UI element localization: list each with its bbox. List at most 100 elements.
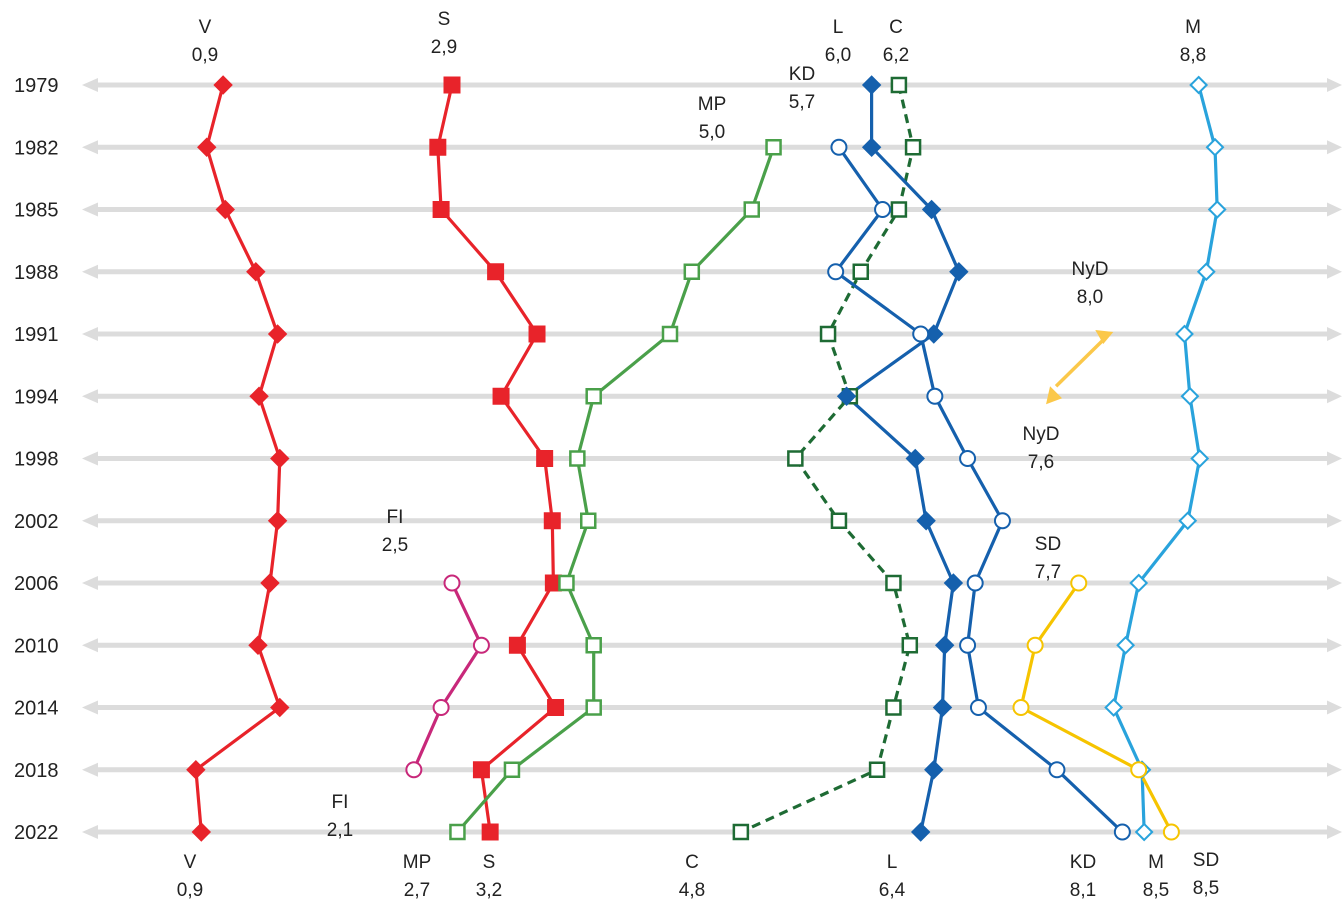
- data-point-c: [819, 325, 837, 343]
- data-point-c: [732, 823, 750, 841]
- label-bottom-c-name: C: [685, 852, 699, 873]
- data-point-l: [921, 199, 942, 220]
- gridline-arrow-right: [1327, 264, 1342, 279]
- data-point-kd: [912, 325, 930, 343]
- data-point-s: [508, 636, 526, 654]
- label-top-kd-name: KD: [789, 64, 815, 85]
- data-point-kd: [827, 263, 845, 281]
- label-bottom-l-value: 6,4: [879, 880, 906, 901]
- data-point-c: [868, 761, 886, 778]
- data-point-m: [1205, 137, 1225, 157]
- label-nyd-to-name: NyD: [1023, 424, 1060, 445]
- data-point-l: [932, 697, 953, 718]
- gridline-arrow-left: [82, 513, 98, 528]
- label-bottom-kd-value: 8,1: [1070, 880, 1096, 901]
- data-point-sd: [1012, 699, 1030, 716]
- data-point-s: [443, 76, 461, 94]
- data-point-s: [472, 761, 490, 779]
- data-point-m: [1129, 573, 1149, 593]
- data-point-m: [1104, 698, 1124, 717]
- data-point-kd: [830, 138, 848, 156]
- data-point-v: [249, 386, 269, 406]
- gridline-arrow-right: [1327, 513, 1342, 528]
- year-tick-label: 2014: [14, 698, 59, 720]
- series-line-kd: [834, 146, 1124, 834]
- data-point-m: [1134, 822, 1154, 842]
- data-point-m: [1180, 386, 1200, 406]
- gridline-arrow-left: [82, 700, 98, 715]
- data-point-mp: [661, 325, 679, 343]
- year-tick-label: 1988: [14, 262, 59, 284]
- data-point-l: [949, 262, 969, 282]
- label-top-mp-name: MP: [698, 94, 727, 115]
- data-point-mp: [558, 574, 575, 592]
- data-point-s: [487, 263, 505, 281]
- annotation-layer: NyD 8,0 NyD 7,6: [1023, 259, 1114, 473]
- label-top-fi-value: 2,5: [382, 535, 408, 556]
- gridline-arrow-right: [1327, 762, 1342, 777]
- year-tick-label: 1985: [14, 200, 59, 222]
- label-top-m-name: M: [1185, 17, 1201, 38]
- year-tick-label: 1979: [14, 75, 59, 97]
- gridlines: [82, 78, 1342, 839]
- gridline-arrow-right: [1327, 576, 1342, 590]
- data-point-l: [924, 760, 944, 780]
- data-point-v: [186, 760, 206, 780]
- gridline-arrow-left: [82, 451, 98, 466]
- data-point-c: [890, 76, 908, 94]
- label-bottom-sd-name: SD: [1193, 850, 1219, 871]
- gridline-arrow-right: [1327, 202, 1342, 217]
- data-point-s: [429, 138, 447, 156]
- data-point-m: [1175, 324, 1194, 344]
- label-top-l-value: 6,0: [825, 45, 851, 66]
- data-point-l: [916, 511, 936, 531]
- label-top-s-name: S: [438, 9, 451, 30]
- year-tick-label: 2018: [14, 760, 59, 782]
- gridline-arrow-right: [1327, 451, 1342, 466]
- data-point-mp: [503, 761, 521, 778]
- year-tick-label: 2022: [14, 822, 59, 844]
- data-point-c: [787, 450, 804, 467]
- data-point-kd: [874, 201, 892, 218]
- label-bottom-m-name: M: [1148, 852, 1164, 873]
- data-point-mp: [743, 201, 760, 218]
- data-point-mp: [683, 263, 701, 280]
- year-tick-label: 2010: [14, 635, 59, 657]
- data-point-v: [246, 262, 266, 282]
- gridline-arrow-left: [82, 140, 98, 155]
- label-bottom-mp-value: 2,7: [404, 880, 430, 901]
- gridline-arrow-left: [82, 638, 98, 653]
- label-nyd-to-value: 7,6: [1028, 452, 1054, 473]
- series-markers: [186, 75, 1227, 842]
- data-point-s: [536, 450, 554, 467]
- data-point-c: [904, 139, 922, 156]
- data-point-mp: [580, 512, 597, 529]
- gridline-arrow-left: [82, 762, 98, 777]
- gridline-arrow-right: [1327, 78, 1342, 92]
- gridline-arrow-left: [82, 264, 98, 279]
- gridline-arrow-left: [82, 389, 98, 404]
- data-point-sd: [1130, 761, 1148, 779]
- gridline-arrow-right: [1327, 638, 1342, 653]
- data-point-v: [270, 697, 290, 718]
- data-point-s: [547, 699, 565, 716]
- data-point-sd: [1026, 636, 1044, 654]
- data-point-l: [836, 386, 857, 406]
- year-tick-label: 1991: [14, 324, 59, 346]
- nyd-arrow-head-start: [1095, 330, 1114, 344]
- data-point-mp: [569, 450, 586, 467]
- data-point-l: [905, 448, 925, 469]
- label-top-kd-value: 5,7: [789, 92, 815, 113]
- data-point-v: [215, 199, 235, 220]
- data-point-m: [1116, 635, 1136, 655]
- data-point-v: [191, 822, 212, 842]
- year-tick-label: 1998: [14, 449, 59, 471]
- data-point-kd: [1113, 823, 1131, 841]
- data-point-kd: [959, 636, 977, 654]
- label-bottom-fi-value: 2,1: [327, 820, 353, 841]
- data-point-c: [885, 699, 902, 716]
- year-tick-label: 1994: [14, 386, 59, 408]
- series-labels: V 0,9 V 0,9 S 2,9 S 3,2 MP 5,0 MP 2,7 C 6,2 C 4,8 L 6,0 L 6…: [177, 9, 1219, 901]
- data-point-sd: [1070, 574, 1088, 592]
- label-top-sd-name: SD: [1035, 534, 1061, 555]
